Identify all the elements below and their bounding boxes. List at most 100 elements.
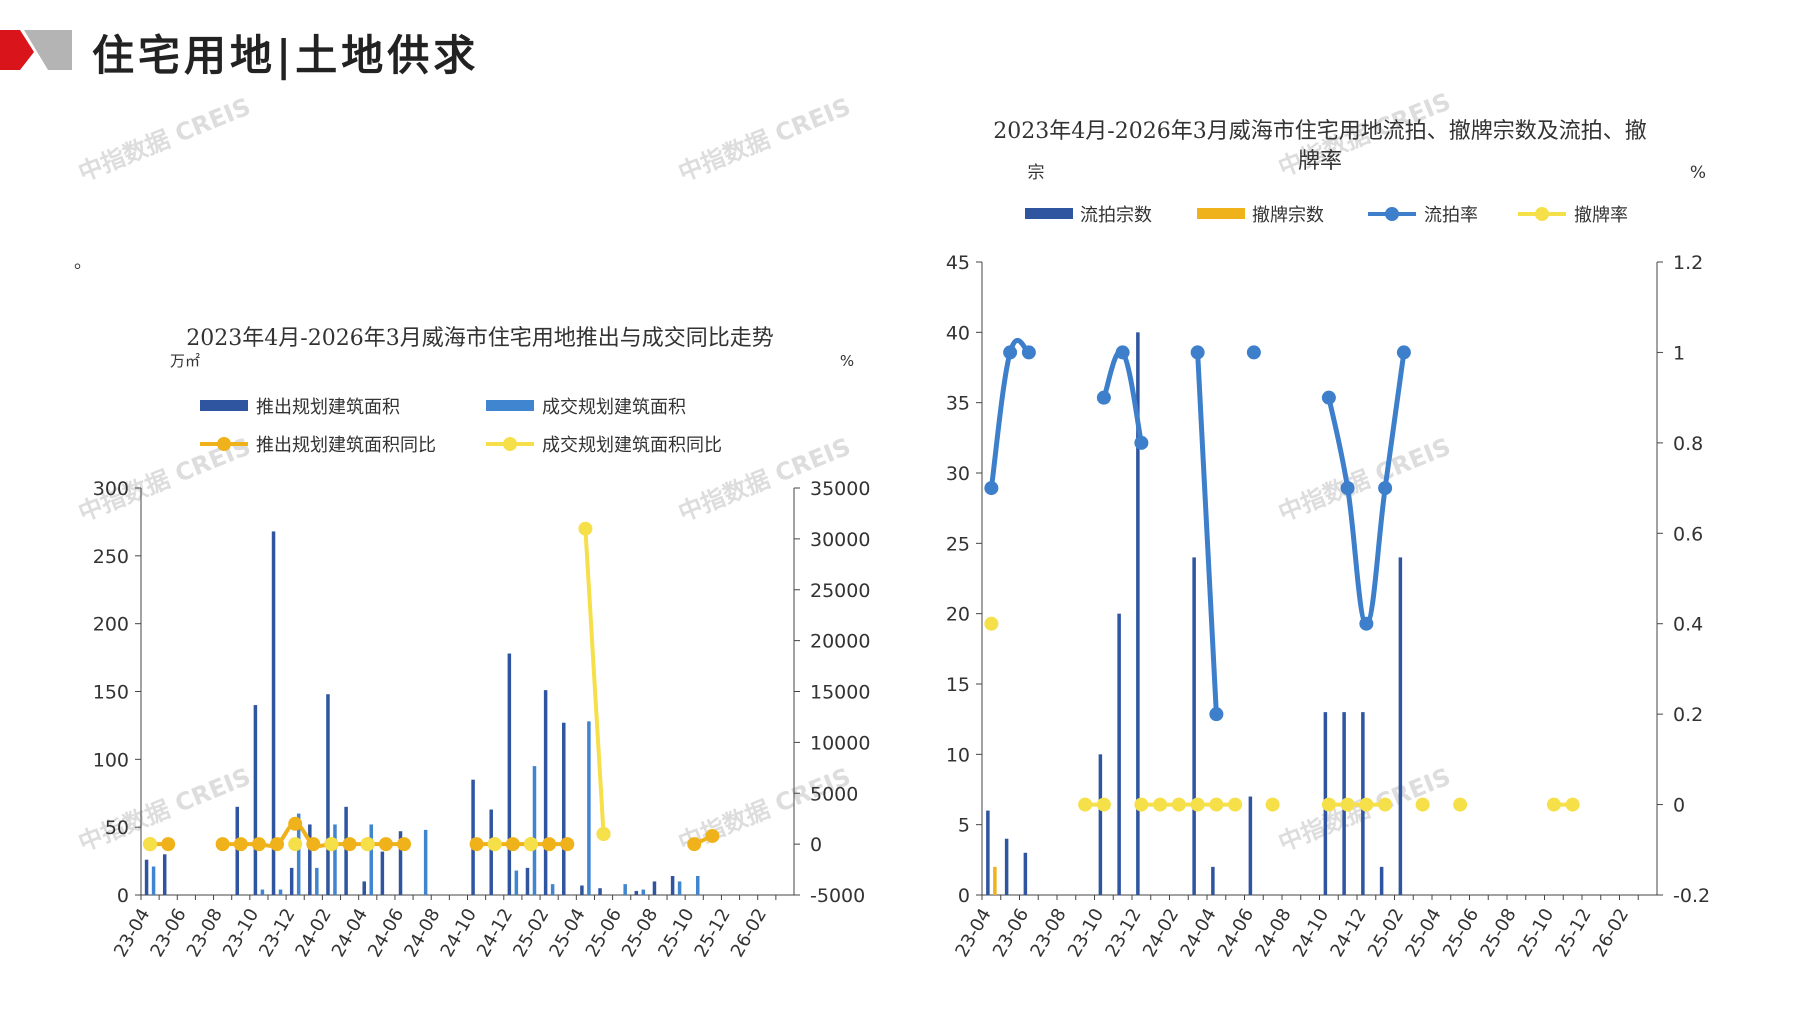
data-point — [1134, 435, 1149, 450]
bar — [623, 884, 627, 895]
data-point — [1190, 797, 1205, 812]
bar — [308, 824, 312, 895]
data-point — [378, 837, 393, 852]
data-point — [1565, 797, 1580, 812]
bar — [253, 705, 258, 895]
data-point — [1321, 390, 1336, 405]
y-tick-label-left: 25 — [946, 533, 970, 555]
data-point — [1153, 797, 1168, 812]
x-tick-label: 25-08 — [1476, 905, 1520, 961]
data-point — [469, 837, 484, 852]
y-tick-label-right: 15000 — [810, 682, 870, 704]
bar — [532, 766, 537, 895]
bar — [333, 824, 337, 895]
bar — [144, 859, 149, 895]
legend-swatch-deal-area — [486, 400, 534, 411]
bar — [562, 722, 566, 895]
legend-swatch-failed-count — [1025, 208, 1073, 219]
data-point — [1546, 797, 1561, 812]
data-point — [1396, 345, 1411, 360]
data-point — [251, 837, 266, 852]
bar — [1379, 866, 1384, 895]
data-point — [1378, 797, 1393, 812]
data-point — [542, 837, 557, 852]
x-tick-label: 24-02 — [1139, 905, 1183, 961]
bar — [507, 653, 512, 895]
data-point — [1359, 797, 1374, 812]
bar — [1398, 557, 1403, 895]
bar — [677, 881, 682, 895]
bar — [151, 866, 156, 895]
data-point — [1321, 797, 1336, 812]
x-tick-label: 25-04 — [545, 905, 589, 961]
data-point — [705, 828, 720, 843]
bar — [278, 889, 283, 895]
data-point — [596, 826, 611, 841]
x-tick-label: 24-04 — [1176, 905, 1220, 961]
y-tick-label-left: 45 — [946, 252, 970, 274]
bar — [235, 806, 240, 895]
data-point — [1115, 345, 1130, 360]
x-tick-label: 25-06 — [582, 905, 626, 961]
chart-title: 2023年4月-2026年3月威海市住宅用地推出与成交同比走势 — [186, 326, 773, 351]
data-point — [397, 837, 412, 852]
bar — [550, 884, 555, 895]
bar — [1136, 332, 1140, 895]
data-point — [1340, 481, 1355, 496]
y-tick-label-right: 35000 — [810, 478, 870, 500]
bar — [1192, 557, 1196, 895]
y-tick-label-right: -0.2 — [1673, 885, 1710, 907]
legend-marker-withdrawn-rate — [1535, 207, 1549, 221]
data-point — [1096, 390, 1111, 405]
data-point — [324, 837, 339, 852]
bar — [315, 867, 319, 895]
data-point — [1340, 797, 1355, 812]
bar — [641, 889, 646, 895]
x-tick-label: 23-04 — [110, 905, 154, 961]
bar — [1004, 838, 1009, 895]
x-tick-label: 24-10 — [437, 905, 481, 961]
series-line — [1195, 352, 1219, 715]
bar — [525, 867, 530, 895]
data-point — [1096, 797, 1111, 812]
data-point — [1021, 345, 1036, 360]
bar — [598, 888, 602, 895]
legend-swatch-withdrawn-count — [1197, 208, 1245, 219]
y-tick-label-left: 150 — [93, 682, 129, 704]
data-point — [1209, 797, 1224, 812]
y-tick-label-right: 0.8 — [1673, 433, 1703, 455]
legend-label-failed-count: 流拍宗数 — [1080, 205, 1152, 226]
x-tick-label: 23-04 — [951, 905, 995, 961]
corner-gray-shape — [24, 30, 72, 70]
legend-label-failed-rate: 流拍率 — [1424, 205, 1478, 226]
bar — [652, 881, 657, 895]
data-point — [1190, 345, 1205, 360]
y-tick-label-left: 0 — [117, 885, 129, 907]
y-tick-label-right: 1.2 — [1673, 252, 1703, 274]
x-tick-label: 23-10 — [219, 905, 263, 961]
bar — [162, 854, 167, 895]
x-tick-label: 23-06 — [989, 905, 1033, 961]
bar — [514, 870, 519, 895]
data-point — [984, 616, 999, 631]
x-tick-label: 23-12 — [255, 905, 299, 961]
legend-swatch-supply-area — [200, 400, 248, 411]
y-tick-label-right: 0.6 — [1673, 523, 1703, 545]
x-tick-label: 25-02 — [1364, 905, 1408, 961]
y-tick-label-right: 5000 — [810, 783, 858, 805]
legend: 流拍宗数 撤牌宗数 流拍率 撤牌率 — [1025, 205, 1628, 226]
legend-marker-failed-rate — [1385, 207, 1399, 221]
legend-label-deal-area: 成交规划建筑面积 — [542, 397, 686, 418]
bar — [344, 806, 348, 895]
legend-label-deal-yoy: 成交规划建筑面积同比 — [542, 435, 722, 456]
x-tick-label: 23-08 — [1026, 905, 1070, 961]
legend-label-supply-area: 推出规划建筑面积 — [256, 397, 400, 418]
y-tick-label-left: 0 — [958, 885, 970, 907]
chart-title-line2: 牌率 — [1298, 149, 1342, 174]
corner-logo — [0, 30, 72, 70]
data-point — [1359, 616, 1374, 631]
x-tick-label: 24-08 — [1251, 905, 1295, 961]
legend-label-supply-yoy: 推出规划建筑面积同比 — [256, 435, 436, 456]
x-tick-label: 25-12 — [691, 905, 735, 961]
data-point — [360, 837, 375, 852]
